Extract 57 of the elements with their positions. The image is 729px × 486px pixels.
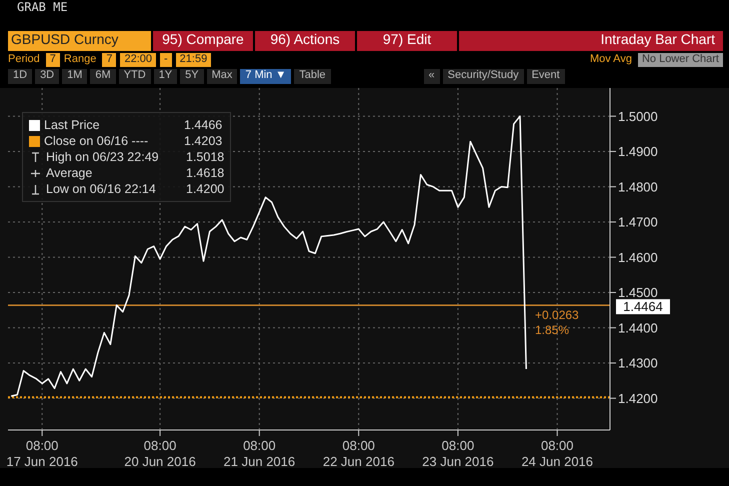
text: Period <box>8 53 40 67</box>
y-tick-label: 1.5000 <box>618 108 658 124</box>
text: Event <box>526 69 565 84</box>
x-tick-label: 08:00 22 Jun 2016 <box>322 438 394 469</box>
text: Table <box>294 69 331 84</box>
text: Intraday Bar Chart <box>459 31 723 51</box>
text: « <box>424 69 440 84</box>
text: 97) Edit <box>357 31 457 51</box>
text: 1Y <box>154 69 178 84</box>
y-tick-label: 1.4700 <box>618 214 658 230</box>
annotation: 1.85% <box>535 323 570 338</box>
x-tick-label: 08:00 21 Jun 2016 <box>224 438 296 469</box>
text: 7 <box>46 53 60 67</box>
text: 1M <box>62 69 88 84</box>
text: Security/Study <box>442 69 524 84</box>
text: - <box>160 53 172 67</box>
y-tick-label: 1.4200 <box>618 390 658 406</box>
text: 7 <box>102 53 116 67</box>
x-tick-label: 08:00 23 Jun 2016 <box>422 438 494 469</box>
ref-line-label: 1.4464 <box>623 299 663 314</box>
chart-title: GBPUSD Curncy <box>8 31 151 51</box>
y-tick-label: 1.4800 <box>618 179 658 194</box>
text: 7 Min ▼ <box>240 69 292 84</box>
text: No Lower Chart <box>638 53 723 67</box>
line-series <box>10 115 527 397</box>
text: 1D <box>8 69 32 84</box>
annotation: +0.0263 <box>535 308 579 323</box>
text: 21:59 <box>176 53 212 67</box>
text: 5Y <box>180 69 204 84</box>
text: YTD <box>118 69 151 84</box>
text: Mov Avg <box>590 53 632 67</box>
annotation: Close on 06/16 ---- <box>44 133 150 149</box>
y-tick-label: 1.4900 <box>618 144 658 160</box>
annotation: 1.4466 <box>184 117 222 133</box>
y-tick-label: 1.4400 <box>618 320 658 336</box>
text: Range <box>64 53 96 67</box>
text: 95) Compare <box>153 31 253 51</box>
annotation: 1.4200 <box>186 181 224 197</box>
y-tick-label: 1.4300 <box>618 356 658 371</box>
annotation: Low on 06/16 22:14 <box>46 181 157 197</box>
y-tick-label: 1.4500 <box>618 285 658 300</box>
annotation: 1.5018 <box>186 149 224 165</box>
annotation: Average <box>46 165 94 181</box>
legend-label: Last Price <box>44 117 101 133</box>
x-tick-label: 08:00 17 Jun 2016 <box>6 438 78 469</box>
x-tick-label: 08:00 24 Jun 2016 <box>521 438 594 469</box>
text: Max <box>206 69 238 84</box>
text: 96) Actions <box>255 31 355 51</box>
y-tick-label: 1.4600 <box>618 250 658 265</box>
text: GRAB ME <box>17 0 68 14</box>
text: 22:00 <box>120 53 156 67</box>
annotation: High on 06/23 22:49 <box>46 149 160 165</box>
annotation: 1.4618 <box>186 165 224 181</box>
annotation: 1.4203 <box>184 133 222 149</box>
x-tick-label: 08:00 20 Jun 2016 <box>124 438 196 469</box>
text: 6M <box>90 69 116 84</box>
text: 3D <box>35 69 60 84</box>
